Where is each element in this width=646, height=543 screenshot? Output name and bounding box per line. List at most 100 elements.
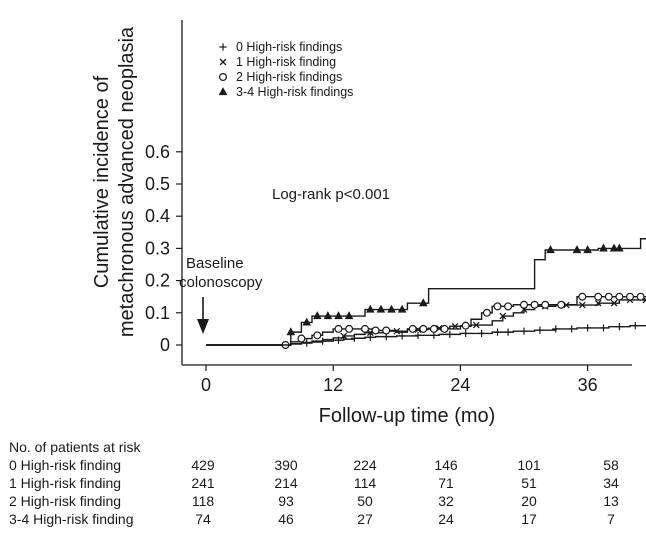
baseline-arrow-icon: [197, 297, 209, 334]
risk-cell: 58: [603, 457, 619, 473]
censor-marker: [493, 302, 502, 311]
censor-marker: [482, 308, 491, 317]
censor-marker: [625, 292, 634, 301]
y-tick-label: 0: [160, 335, 170, 355]
legend-marker-2: [219, 72, 228, 81]
censor-marker: [461, 321, 470, 330]
risk-cell: 24: [438, 511, 454, 527]
censor-marker: [334, 324, 343, 333]
censor-marker: [478, 329, 486, 338]
series-line-3: [206, 238, 646, 346]
censor-marker: [599, 324, 608, 332]
legend: 0 High-risk findings 1 High-risk finding…: [218, 40, 353, 99]
x-axis-title: Follow-up time (mo): [319, 405, 496, 427]
censor-marker: [546, 245, 555, 254]
censor-marker: [312, 311, 322, 320]
risk-cell: 50: [357, 493, 373, 509]
censor-marker: [446, 330, 454, 338]
censor-marker: [615, 243, 624, 252]
censor-marker: [398, 332, 406, 340]
risk-cell: 93: [278, 493, 294, 509]
legend-marker-3: [218, 87, 228, 96]
censor-marker: [519, 300, 528, 309]
legend-label-2: 2 High-risk findings: [236, 70, 342, 84]
censor-marker: [568, 325, 576, 333]
censor-marker: [520, 327, 528, 335]
y-tick-label: 0.6: [145, 142, 170, 162]
risk-cell: 390: [274, 457, 298, 473]
censor-marker: [493, 328, 502, 336]
risk-cell: 118: [192, 493, 215, 509]
legend-label-0: 0 High-risk findings: [236, 40, 342, 54]
baseline-annotation-line-1: Baseline: [186, 255, 244, 272]
x-tick-label: 12: [323, 375, 343, 395]
risk-cell: 224: [353, 457, 377, 473]
censor-marker: [536, 326, 544, 334]
censor-marker: [530, 300, 539, 309]
censor-marker: [594, 292, 603, 301]
risk-cell: 146: [434, 457, 458, 473]
censor-marker: [371, 326, 380, 335]
logrank-annotation: Log-rank p<0.001: [272, 186, 390, 203]
baseline-annotation-line-2: colonoscopy: [179, 274, 263, 291]
censor-marker: [504, 302, 513, 311]
censor-marker: [440, 324, 449, 333]
censor-marker: [615, 292, 624, 301]
censor-marker: [584, 324, 592, 332]
censor-marker: [430, 331, 438, 339]
censor-marker: [583, 245, 592, 254]
censor-marker: [382, 326, 391, 335]
risk-row-label-0: 0 High-risk finding: [9, 457, 121, 473]
censor-marker: [541, 300, 550, 309]
risk-cell: 101: [517, 457, 541, 473]
censor-marker: [387, 304, 396, 313]
censor-marker: [365, 304, 375, 313]
risk-cell: 13: [603, 493, 619, 509]
risk-cell: 32: [438, 493, 454, 509]
censor-marker: [604, 292, 613, 301]
risk-cell: 241: [191, 475, 215, 491]
censor-marker: [578, 292, 587, 301]
censor-marker: [594, 299, 602, 307]
legend-markers: [218, 43, 228, 96]
risk-cell: 20: [521, 493, 537, 509]
censor-marker: [334, 311, 343, 320]
risk-cell: 7: [607, 511, 615, 527]
risk-row-label-1: 1 High-risk finding: [9, 475, 121, 491]
risk-cell: 71: [438, 475, 454, 491]
risk-cell: 214: [274, 475, 298, 491]
censor-marker: [552, 325, 560, 333]
risk-cell: 27: [357, 511, 373, 527]
censor-marker: [297, 334, 306, 343]
censor-marker: [462, 329, 470, 338]
risk-cell: 114: [354, 475, 377, 491]
risk-cells: 429 390 224 146 101 58 241 214 114 71 51 34 118 93 50 3…: [191, 457, 619, 527]
series-3: [206, 238, 646, 346]
y-tick-label: 0.3: [145, 238, 170, 258]
censor-marker: [418, 298, 428, 307]
censor-marker: [376, 304, 386, 313]
legend-marker-1: [219, 58, 227, 66]
censor-marker: [414, 331, 422, 339]
censor-marker: [609, 243, 619, 252]
series-layer: [206, 238, 646, 350]
censor-marker: [286, 327, 296, 336]
censor-marker: [615, 323, 623, 331]
risk-cell: 51: [521, 475, 537, 491]
censor-marker: [345, 324, 354, 333]
axes: [181, 20, 632, 366]
y-ticks: 0 0.1 0.2 0.3 0.4 0.5 0.6: [145, 142, 182, 355]
risk-row-label-2: 2 High-risk finding: [9, 493, 121, 509]
censor-marker: [419, 324, 428, 333]
censor-marker: [610, 299, 618, 307]
y-tick-label: 0.4: [145, 206, 170, 226]
y-tick-label: 0.5: [145, 174, 170, 194]
censor-marker: [599, 243, 608, 252]
censor-marker: [408, 324, 417, 333]
legend-marker-0: [219, 43, 227, 51]
risk-cell: 34: [603, 475, 619, 491]
censor-marker: [631, 322, 639, 330]
censor-marker: [504, 328, 512, 336]
risk-cell: 17: [521, 511, 537, 527]
